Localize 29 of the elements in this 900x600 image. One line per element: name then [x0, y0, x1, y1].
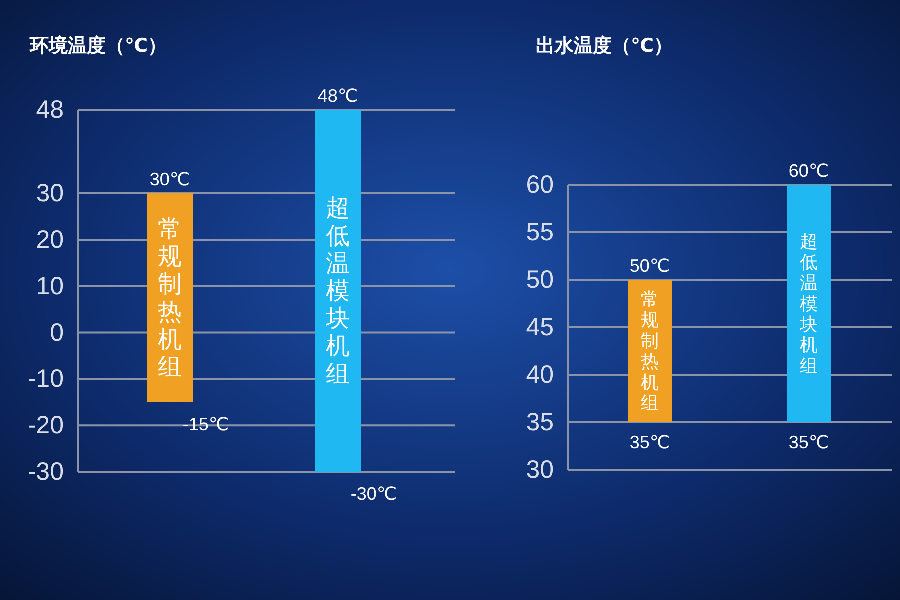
y-tick-label: 55: [526, 218, 554, 246]
annotation: 30℃: [150, 170, 190, 190]
y-axis-title: 环境温度（℃）: [29, 35, 168, 57]
y-tick-label: 40: [526, 361, 554, 389]
y-tick-label: 10: [36, 272, 64, 300]
annotation: 48℃: [318, 86, 358, 106]
y-tick-label: 48: [36, 96, 64, 124]
x-tick-label: 常规制热机组: [158, 215, 182, 380]
y-tick-label: 35: [526, 408, 554, 436]
annotation: -30℃: [350, 484, 398, 504]
y-tick-label: -10: [28, 365, 64, 394]
y-tick-label: 30: [36, 180, 64, 208]
x-tick-label: 常规制热机组: [641, 290, 659, 413]
y-tick-label: 20: [36, 226, 64, 254]
x-tick-label: 超低温模块机组: [325, 194, 350, 388]
y-tick-label: 60: [526, 171, 554, 199]
y-tick-label: -20: [28, 412, 64, 440]
annotation: 50℃: [630, 256, 670, 276]
y-tick-label: 30: [526, 456, 554, 484]
annotation: 35℃: [788, 432, 830, 452]
annotation: -15℃: [182, 414, 230, 434]
y-tick-label: 0: [50, 318, 64, 347]
y-tick-label: 50: [526, 266, 554, 294]
y-tick-label: -30: [28, 458, 64, 486]
annotation: 60℃: [788, 161, 830, 181]
y-axis-title: 出水温度（℃）: [536, 35, 674, 57]
y-tick-label: 45: [526, 314, 554, 342]
x-tick-label: 超低温模块机组: [799, 232, 818, 376]
annotation: 35℃: [630, 432, 670, 452]
